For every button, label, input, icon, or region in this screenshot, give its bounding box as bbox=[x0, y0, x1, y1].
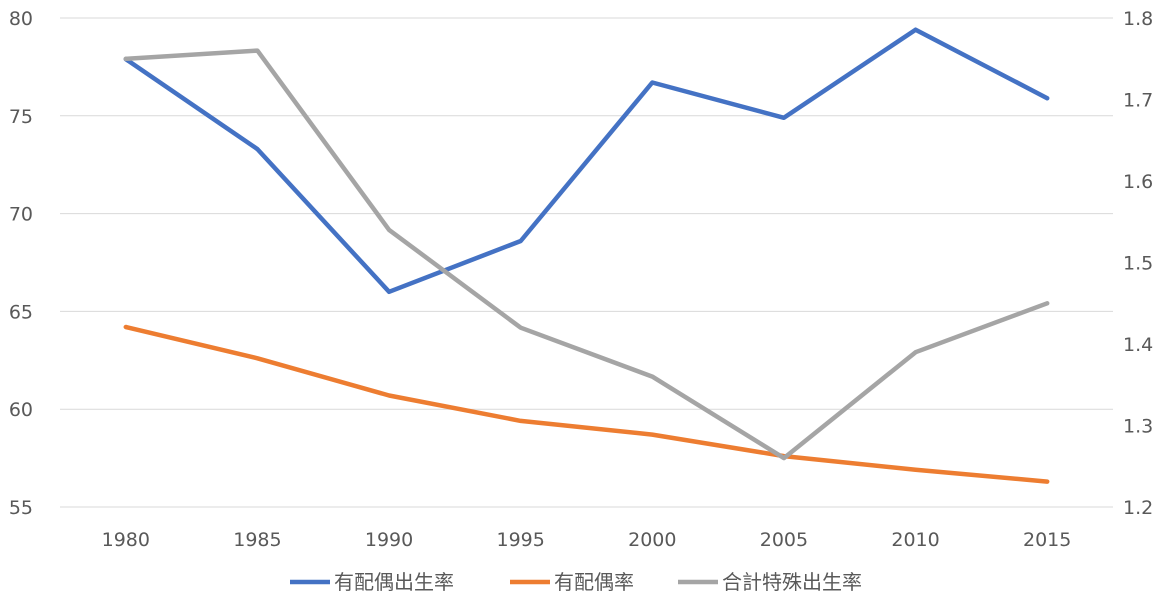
x-tick-label: 2010 bbox=[891, 529, 939, 551]
legend: 有配偶出生率 有配偶率 合計特殊出生率 bbox=[290, 570, 862, 594]
x-tick-label: 1985 bbox=[233, 529, 281, 551]
y2-tick-label: 1.7 bbox=[1123, 90, 1153, 112]
x-tick-label: 1990 bbox=[365, 529, 413, 551]
series-line-1 bbox=[123, 27, 1050, 295]
y2-tick-label: 1.6 bbox=[1123, 171, 1153, 193]
legend-item: 有配偶率 bbox=[510, 570, 634, 594]
x-axis-ticks: 1980 1985 1990 1995 2000 2005 2010 2015 bbox=[102, 529, 1072, 551]
x-tick-label: 1995 bbox=[497, 529, 545, 551]
legend-item: 合計特殊出生率 bbox=[678, 570, 862, 594]
series-lines bbox=[123, 27, 1050, 484]
legend-label: 合計特殊出生率 bbox=[722, 570, 862, 594]
x-tick-label: 2000 bbox=[628, 529, 676, 551]
y-tick-label: 60 bbox=[9, 399, 33, 421]
series-line-3 bbox=[123, 48, 1050, 461]
x-tick-label: 2015 bbox=[1023, 529, 1071, 551]
legend-label: 有配偶出生率 bbox=[334, 570, 454, 594]
y-tick-label: 65 bbox=[9, 301, 33, 323]
y-tick-label: 55 bbox=[9, 497, 33, 519]
legend-label: 有配偶率 bbox=[554, 570, 634, 594]
series-line-2 bbox=[123, 324, 1050, 484]
y2-tick-label: 1.2 bbox=[1123, 497, 1153, 519]
gridlines bbox=[60, 17, 1113, 508]
left-axis-ticks: 55 60 65 70 75 80 bbox=[9, 8, 33, 519]
x-tick-label: 1980 bbox=[102, 529, 150, 551]
y2-tick-label: 1.3 bbox=[1123, 416, 1153, 438]
y-tick-label: 80 bbox=[9, 8, 33, 30]
y2-tick-label: 1.8 bbox=[1123, 8, 1153, 30]
right-axis-ticks: 1.2 1.3 1.4 1.5 1.6 1.7 1.8 bbox=[1123, 8, 1153, 519]
y2-tick-label: 1.4 bbox=[1123, 334, 1153, 356]
x-tick-label: 2005 bbox=[760, 529, 808, 551]
y-tick-label: 70 bbox=[9, 204, 33, 226]
y2-tick-label: 1.5 bbox=[1123, 253, 1153, 275]
y-tick-label: 75 bbox=[9, 106, 33, 128]
legend-item: 有配偶出生率 bbox=[290, 570, 454, 594]
